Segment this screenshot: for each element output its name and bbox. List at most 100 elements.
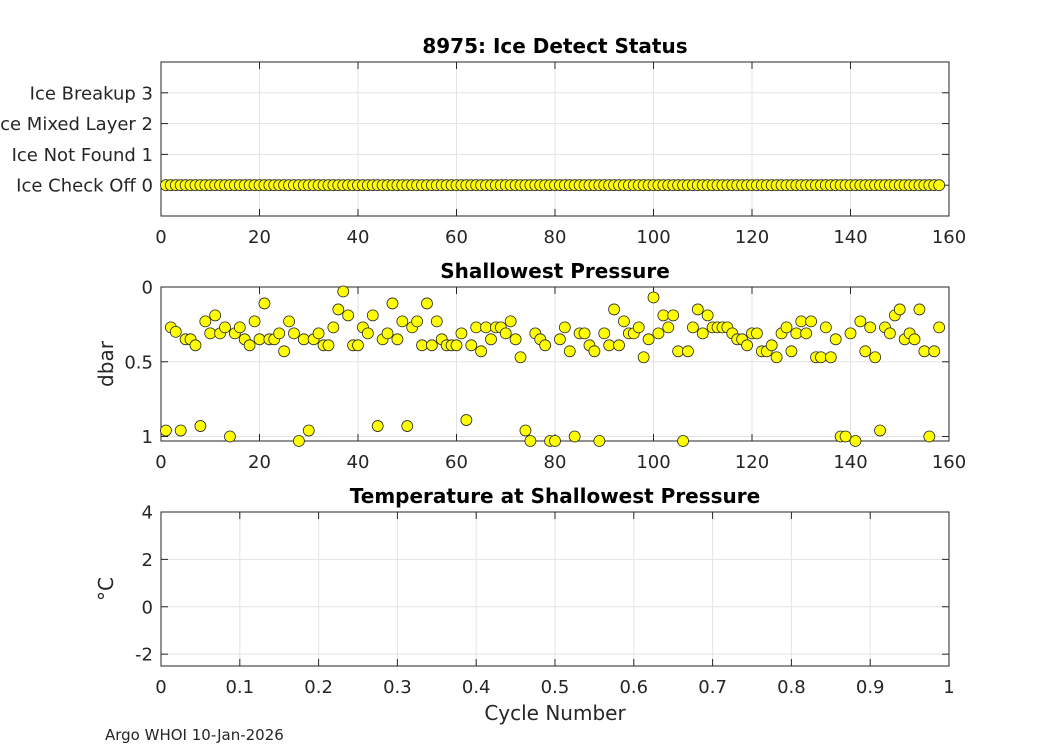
x-tick-label: 0.5	[541, 677, 570, 698]
data-point	[421, 297, 433, 310]
data-point	[765, 339, 778, 352]
data-point	[662, 321, 675, 334]
y-tick-label: Ice Breakup 3	[30, 83, 153, 104]
data-point	[549, 435, 561, 447]
data-point	[430, 315, 443, 328]
data-point	[480, 321, 492, 334]
x-tick-label: 100	[636, 227, 670, 248]
chart-title: Shallowest Pressure	[440, 259, 670, 283]
data-point	[539, 339, 552, 352]
data-point	[785, 345, 798, 358]
data-point	[568, 430, 581, 443]
y-axis-label: dbar	[94, 340, 118, 387]
x-tick-label: 0.9	[856, 677, 885, 698]
data-point	[475, 345, 488, 358]
data-point	[578, 327, 591, 340]
y-tick-label: 0	[142, 278, 153, 299]
data-point	[913, 303, 926, 316]
data-point	[928, 345, 941, 358]
data-point	[854, 315, 867, 328]
data-point	[642, 333, 655, 346]
data-point	[169, 325, 182, 338]
y-axis-label: °C	[94, 577, 118, 601]
chart-panel-1: 0 20 40 60 80 100 120 140 160 Ice Check Off 0 Ice …	[0, 34, 966, 248]
data-point	[800, 327, 813, 340]
footer-credit: Argo WHOI 10-Jan-2026	[105, 726, 284, 744]
data-point	[815, 351, 827, 364]
data-point	[908, 333, 921, 346]
data-point	[884, 327, 896, 340]
data-point	[292, 435, 305, 447]
data-point	[918, 345, 931, 358]
data-point	[337, 285, 350, 298]
x-tick-label: 0	[155, 677, 166, 698]
data-point	[386, 297, 399, 310]
x-tick-label: 80	[544, 452, 567, 473]
x-tick-label: 120	[735, 452, 769, 473]
data-point	[558, 321, 571, 334]
data-point	[667, 309, 680, 322]
x-axis-label: Cycle Number	[484, 701, 626, 725]
data-point	[780, 321, 793, 334]
data-point	[450, 339, 463, 352]
data-point	[696, 327, 709, 340]
chart-title: 8975: Ice Detect Status	[422, 34, 687, 58]
data-point	[701, 309, 714, 322]
data-point	[499, 327, 512, 340]
data-point	[751, 327, 763, 340]
data-point	[672, 345, 685, 358]
data-point	[893, 303, 906, 316]
data-point	[248, 315, 261, 328]
data-point	[258, 297, 271, 310]
data-point	[805, 315, 817, 328]
data-point	[312, 327, 325, 340]
data-point	[411, 315, 424, 328]
x-tick-label: 120	[735, 227, 769, 248]
data-point	[859, 345, 872, 358]
data-point	[278, 345, 291, 358]
data-point	[189, 339, 202, 352]
data-point	[933, 179, 946, 192]
data-point	[425, 339, 438, 352]
data-point	[327, 321, 340, 334]
data-point	[682, 345, 694, 358]
data-point	[381, 327, 394, 340]
data-point	[160, 424, 172, 437]
data-point	[302, 424, 315, 437]
data-point	[194, 420, 207, 432]
data-point	[933, 321, 946, 334]
data-point	[524, 435, 537, 447]
data-point	[283, 315, 295, 328]
data-point	[563, 345, 576, 358]
data-point	[199, 315, 212, 328]
x-tick-label: 140	[833, 227, 867, 248]
data-point	[391, 333, 404, 346]
data-point	[608, 303, 620, 316]
x-tick-label: 0.2	[304, 677, 333, 698]
chart-title: Temperature at Shallowest Pressure	[350, 484, 760, 508]
data-point	[637, 351, 650, 364]
data-point	[687, 321, 699, 334]
data-point	[219, 321, 231, 334]
x-tick-label: 0.4	[462, 677, 491, 698]
data-point	[366, 309, 379, 322]
x-tick-label: 0.7	[698, 677, 727, 698]
data-point	[844, 327, 857, 340]
data-point	[342, 309, 355, 322]
chart-panel-3: 0 0.1 0.2 0.3 0.4 0.5 0.6 0.7 0.8 0.9 1-2024Temper…	[94, 484, 955, 725]
data-point	[352, 339, 364, 352]
x-tick-label: 80	[544, 227, 567, 248]
data-point	[396, 315, 409, 328]
data-point	[209, 309, 222, 322]
x-tick-label: 20	[248, 227, 271, 248]
data-point	[598, 327, 611, 340]
data-point	[869, 351, 882, 364]
data-point	[657, 309, 670, 322]
data-point	[416, 339, 428, 352]
data-point	[465, 339, 478, 352]
data-point	[224, 430, 236, 443]
data-point	[613, 339, 625, 352]
y-tick-label: -2	[135, 645, 153, 666]
x-tick-label: 60	[445, 227, 468, 248]
